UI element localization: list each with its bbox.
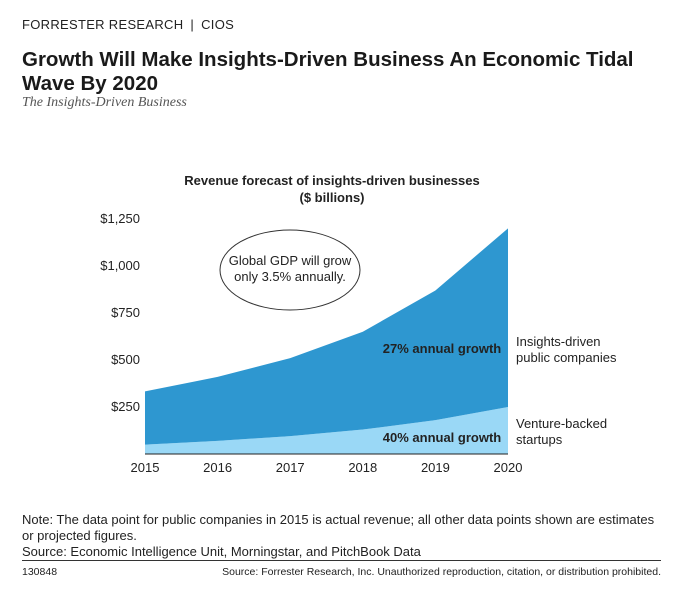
y-tick-label: $1,250 [100, 211, 140, 226]
public-series-label-line1: Insights-driven [516, 334, 601, 349]
page-subtitle: The Insights-Driven Business [22, 95, 187, 110]
startup-series-label-line2: startups [516, 432, 563, 447]
x-tick-label: 2019 [421, 460, 450, 475]
x-tick-label: 2018 [348, 460, 377, 475]
y-axis: $250 $500 $750 $1,000 $1,250 [100, 211, 140, 414]
series-area-1 [145, 228, 508, 445]
startup-series-label-line1: Venture-backed [516, 416, 607, 431]
callout-ellipse [219, 229, 361, 311]
callout-line2: only 3.5% annually. [234, 269, 346, 284]
footer-divider [22, 560, 661, 561]
footer-id: 130848 [22, 566, 58, 578]
y-tick-label: $500 [111, 352, 140, 367]
x-tick-label: 2015 [131, 460, 160, 475]
startup-growth-annotation: 40% annual growth [383, 430, 502, 445]
y-tick-label: $1,000 [100, 258, 140, 273]
chart-title-line2: ($ billions) [299, 190, 365, 205]
page-title: Growth Will Make Insights-Driven Busines… [22, 48, 634, 95]
brand-category: CIOS [201, 17, 235, 32]
callout-line1: Global GDP will grow [229, 253, 352, 268]
chart-source: Source: Economic Intelligence Unit, Morn… [22, 544, 421, 559]
footer-copyright: Source: Forrester Research, Inc. Unautho… [222, 566, 661, 578]
public-series-label-line2: public companies [516, 350, 617, 365]
brand-separator: | [190, 17, 195, 32]
chart-note: Note: The data point for public companie… [22, 512, 655, 543]
series-area-0 [145, 407, 508, 454]
brand-name: FORRESTER RESEARCH [22, 17, 184, 32]
x-axis: 2015 2016 2017 2018 2019 2020 [131, 453, 523, 475]
public-growth-annotation: 27% annual growth [383, 341, 502, 356]
header-brand: FORRESTER RESEARCH | CIOS [22, 17, 234, 32]
y-tick-label: $250 [111, 399, 140, 414]
x-tick-label: 2020 [494, 460, 523, 475]
y-tick-label: $750 [111, 305, 140, 320]
x-tick-label: 2016 [203, 460, 232, 475]
x-tick-label: 2017 [276, 460, 305, 475]
chart-areas [145, 228, 508, 454]
chart-annotations: 27% annual growth 40% annual growth [383, 341, 502, 445]
chart-title: Revenue forecast of insights-driven busi… [130, 172, 534, 206]
chart-title-line1: Revenue forecast of insights-driven busi… [184, 173, 480, 188]
